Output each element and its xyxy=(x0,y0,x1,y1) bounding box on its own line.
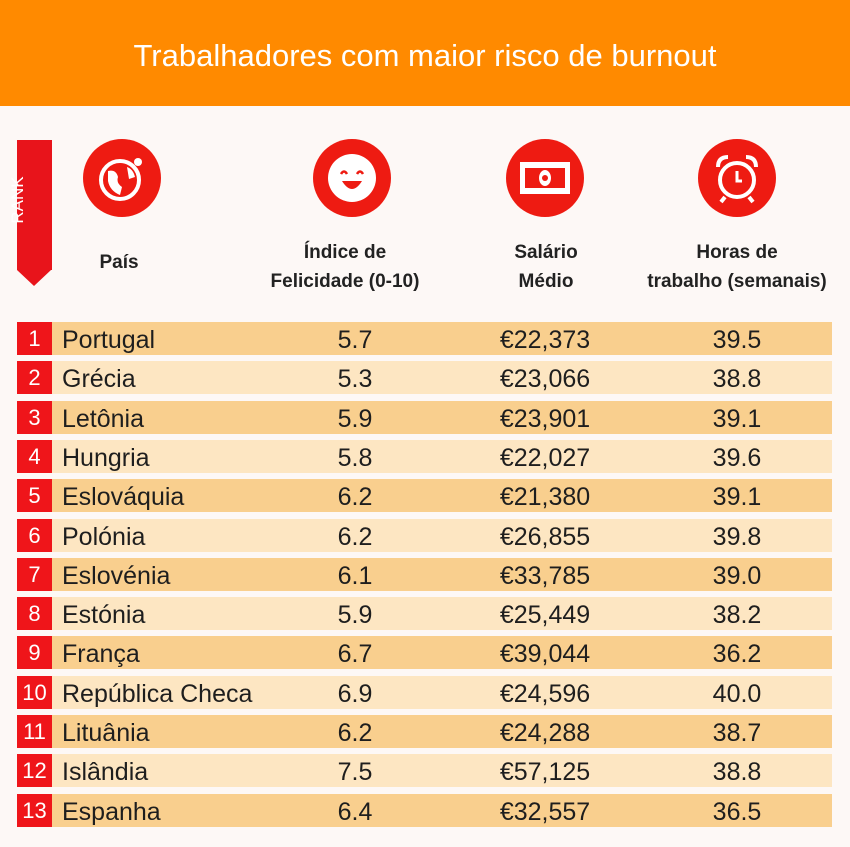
happiness-cell: 7.5 xyxy=(337,758,373,787)
rank-badge: 7 xyxy=(17,557,52,591)
rank-badge: 1 xyxy=(17,322,52,355)
hours-cell: 39.6 xyxy=(712,443,762,472)
salary-cell: €39,044 xyxy=(499,640,591,669)
happiness-cell: 6.9 xyxy=(337,679,373,708)
table-row: 9 França 6.7 €39,044 36.2 xyxy=(17,636,832,670)
happiness-cell: 5.7 xyxy=(337,326,373,354)
salary-cell: €26,855 xyxy=(499,522,591,551)
salary-cell: €24,288 xyxy=(499,719,591,747)
salary-cell: €24,596 xyxy=(499,679,591,708)
table-row: 5 Eslováquia 6.2 €21,380 39.1 xyxy=(17,479,832,513)
rank-badge: 8 xyxy=(17,597,52,631)
rank-flag xyxy=(17,140,52,286)
globe-icon xyxy=(83,139,161,217)
country-cell: Espanha xyxy=(62,797,161,826)
hours-cell: 36.5 xyxy=(712,797,762,826)
happiness-cell: 6.2 xyxy=(337,483,373,512)
hours-cell: 39.5 xyxy=(712,326,762,354)
rank-badge: 6 xyxy=(17,518,52,552)
happiness-cell: 5.3 xyxy=(337,365,373,394)
table-row: 10 República Checa 6.9 €24,596 40.0 xyxy=(17,675,832,709)
country-cell: Eslovénia xyxy=(62,561,171,590)
salary-cell: €33,785 xyxy=(499,561,591,590)
alarm-clock-icon xyxy=(698,139,776,217)
country-cell: Letônia xyxy=(62,404,145,433)
salary-cell: €25,449 xyxy=(499,601,591,630)
salary-cell: €23,066 xyxy=(499,365,591,394)
happiness-cell: 6.2 xyxy=(337,719,373,747)
salary-cell: €21,380 xyxy=(499,483,591,512)
header-line: Horas de xyxy=(696,242,778,263)
country-cell: Portugal xyxy=(62,326,156,354)
rank-label: RANK xyxy=(8,176,27,224)
hours-cell: 36.2 xyxy=(712,640,762,669)
table-row: 8 Estónia 5.9 €25,449 38.2 xyxy=(17,597,832,631)
rank-badge: 5 xyxy=(17,479,52,513)
happiness-cell: 6.4 xyxy=(337,797,373,826)
hours-cell: 38.2 xyxy=(712,601,762,630)
column-header-country: País xyxy=(99,252,139,273)
table-row: 13 Espanha 6.4 €32,557 36.5 xyxy=(17,793,832,827)
header-line: trabalho (semanais) xyxy=(647,271,827,292)
rank-badge: 13 xyxy=(17,793,52,827)
hours-cell: 39.8 xyxy=(712,522,762,551)
happiness-cell: 6.1 xyxy=(337,561,373,590)
rank-badge: 12 xyxy=(17,754,52,788)
country-cell: Estónia xyxy=(62,601,146,630)
hours-cell: 40.0 xyxy=(712,679,762,708)
rank-badge: 3 xyxy=(17,400,52,434)
rank-badge: 9 xyxy=(17,636,52,670)
country-cell: Grécia xyxy=(62,365,136,394)
country-cell: Islândia xyxy=(62,758,149,787)
country-cell: Polónia xyxy=(62,522,146,551)
hours-cell: 38.8 xyxy=(712,758,762,787)
rank-badge: 11 xyxy=(17,715,52,748)
table-row: 12 Islândia 7.5 €57,125 38.8 xyxy=(17,754,832,788)
table-row: 2 Grécia 5.3 €23,066 38.8 xyxy=(17,361,832,395)
table-row: 7 Eslovénia 6.1 €33,785 39.0 xyxy=(17,557,832,591)
happiness-cell: 5.9 xyxy=(337,404,373,433)
happiness-cell: 5.9 xyxy=(337,601,373,630)
country-cell: República Checa xyxy=(62,679,253,708)
hours-cell: 38.8 xyxy=(712,365,762,394)
salary-cell: €23,901 xyxy=(499,404,591,433)
table-row: 4 Hungria 5.8 €22,027 39.6 xyxy=(17,439,832,473)
page-title: Trabalhadores com maior risco de burnout xyxy=(0,0,850,106)
column-header-salary: Salário Médio xyxy=(514,238,577,296)
column-header-happiness: Índice de Felicidade (0-10) xyxy=(271,238,420,296)
rank-badge: 2 xyxy=(17,361,52,395)
happiness-cell: 6.2 xyxy=(337,522,373,551)
hours-cell: 39.1 xyxy=(712,404,762,433)
table-row: 1 Portugal 5.7 €22,373 39.5 xyxy=(17,322,832,355)
hours-cell: 39.0 xyxy=(712,561,762,590)
rank-badge: 10 xyxy=(17,675,52,709)
country-cell: Lituânia xyxy=(62,719,150,747)
smiley-icon xyxy=(313,139,391,217)
column-header-hours: Horas de trabalho (semanais) xyxy=(647,238,827,296)
hours-cell: 38.7 xyxy=(712,719,762,747)
country-cell: França xyxy=(62,640,140,669)
table-row: 11 Lituânia 6.2 €24,288 38.7 xyxy=(17,715,832,748)
salary-cell: €32,557 xyxy=(499,797,591,826)
rank-badge: 4 xyxy=(17,439,52,473)
banknote-icon xyxy=(506,139,584,217)
country-cell: Hungria xyxy=(62,443,150,472)
country-cell: Eslováquia xyxy=(62,483,185,512)
header-line: Índice de xyxy=(303,242,387,263)
salary-cell: €22,373 xyxy=(499,326,591,354)
happiness-cell: 6.7 xyxy=(337,640,373,669)
salary-cell: €57,125 xyxy=(499,758,591,787)
table-row: 3 Letônia 5.9 €23,901 39.1 xyxy=(17,400,832,434)
header-line: Felicidade (0-10) xyxy=(270,271,420,292)
header-line: Médio xyxy=(518,271,574,292)
header-line: Salário xyxy=(514,242,578,263)
hours-cell: 39.1 xyxy=(712,483,762,512)
happiness-cell: 5.8 xyxy=(337,443,373,472)
table-row: 6 Polónia 6.2 €26,855 39.8 xyxy=(17,518,832,552)
salary-cell: €22,027 xyxy=(499,443,591,472)
